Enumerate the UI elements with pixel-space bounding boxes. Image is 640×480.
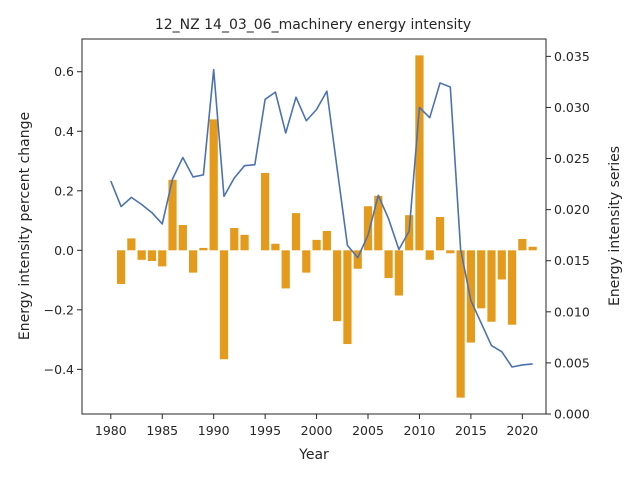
bar: [477, 250, 486, 309]
x-tick-label: 2000: [301, 423, 333, 438]
bar: [219, 250, 229, 360]
x-tick-label: 1985: [146, 423, 178, 438]
bar: [147, 250, 157, 262]
bar: [281, 250, 290, 289]
series-line: [110, 68, 533, 368]
left-y-axis-label: Energy intensity percent change: [17, 112, 33, 340]
right-y-tick-label: 0.030: [554, 100, 590, 115]
bar: [271, 243, 280, 251]
bar: [374, 195, 383, 251]
bar: [199, 247, 208, 251]
bar: [230, 227, 239, 251]
left-y-tick-label: 0.4: [54, 124, 74, 139]
left-y-tick-label: 0.0: [54, 243, 74, 258]
bar-series: [116, 55, 537, 398]
x-tick-label: 1995: [249, 423, 281, 438]
bar: [209, 119, 218, 251]
bar: [466, 250, 476, 343]
bar: [394, 250, 403, 296]
plot-frame: [81, 38, 547, 415]
bar: [518, 239, 527, 251]
bar: [178, 225, 187, 251]
bar: [189, 250, 198, 273]
bar: [363, 206, 373, 251]
x-tick-label: 2015: [455, 423, 487, 438]
right-y-tick-label: 0.005: [554, 355, 590, 370]
bar: [456, 250, 465, 398]
right-y-tick-label: 0.015: [554, 253, 590, 268]
right-y-tick-label: 0.025: [554, 151, 590, 166]
bar: [497, 250, 506, 280]
bar: [333, 250, 342, 322]
right-y-axis-label: Energy intensity series: [607, 146, 623, 306]
bar: [425, 250, 434, 260]
bar: [137, 250, 146, 260]
x-tick-label: 2005: [352, 423, 384, 438]
right-y-tick-label: 0.035: [554, 49, 590, 64]
x-tick-label: 2020: [506, 423, 538, 438]
x-axis: 1980 1985 1990 1995 2000 2005 2010 2015 2020: [95, 414, 538, 438]
right-y-tick-label: 0.000: [554, 407, 590, 422]
x-tick-label: 1990: [198, 423, 230, 438]
bar: [528, 246, 537, 251]
bar: [261, 172, 270, 251]
bar: [312, 239, 321, 251]
left-y-axis: −0.4 −0.2 0.0 0.2 0.4 0.6: [44, 64, 82, 377]
bar: [435, 216, 445, 251]
left-y-tick-label: 0.2: [54, 183, 74, 198]
bar: [353, 250, 362, 269]
line-series: [110, 68, 533, 368]
bar: [415, 55, 424, 251]
bar: [291, 213, 301, 251]
bar: [302, 250, 311, 273]
bar: [322, 230, 331, 251]
bar: [158, 250, 167, 267]
right-y-axis: 0.000 0.005 0.010 0.015 0.020 0.025 0.030 0.035: [546, 49, 590, 422]
bar: [487, 250, 496, 322]
bar: [405, 215, 414, 251]
bar: [127, 238, 136, 251]
bar: [168, 179, 177, 251]
bar: [116, 250, 126, 284]
x-axis-label: Year: [298, 447, 329, 463]
bar: [384, 250, 393, 278]
x-tick-label: 2010: [404, 423, 436, 438]
chart-title: 12_NZ 14_03_06_machinery energy intensit…: [155, 17, 471, 33]
bar: [343, 250, 352, 345]
left-y-tick-label: 0.6: [54, 64, 74, 79]
right-y-tick-label: 0.020: [554, 202, 590, 217]
bar: [507, 250, 517, 325]
left-y-tick-label: −0.4: [44, 362, 74, 377]
left-y-tick-label: −0.2: [44, 302, 74, 317]
x-tick-label: 1980: [95, 423, 127, 438]
bar: [240, 234, 249, 251]
right-y-tick-label: 0.010: [554, 304, 590, 319]
bar: [446, 250, 455, 254]
